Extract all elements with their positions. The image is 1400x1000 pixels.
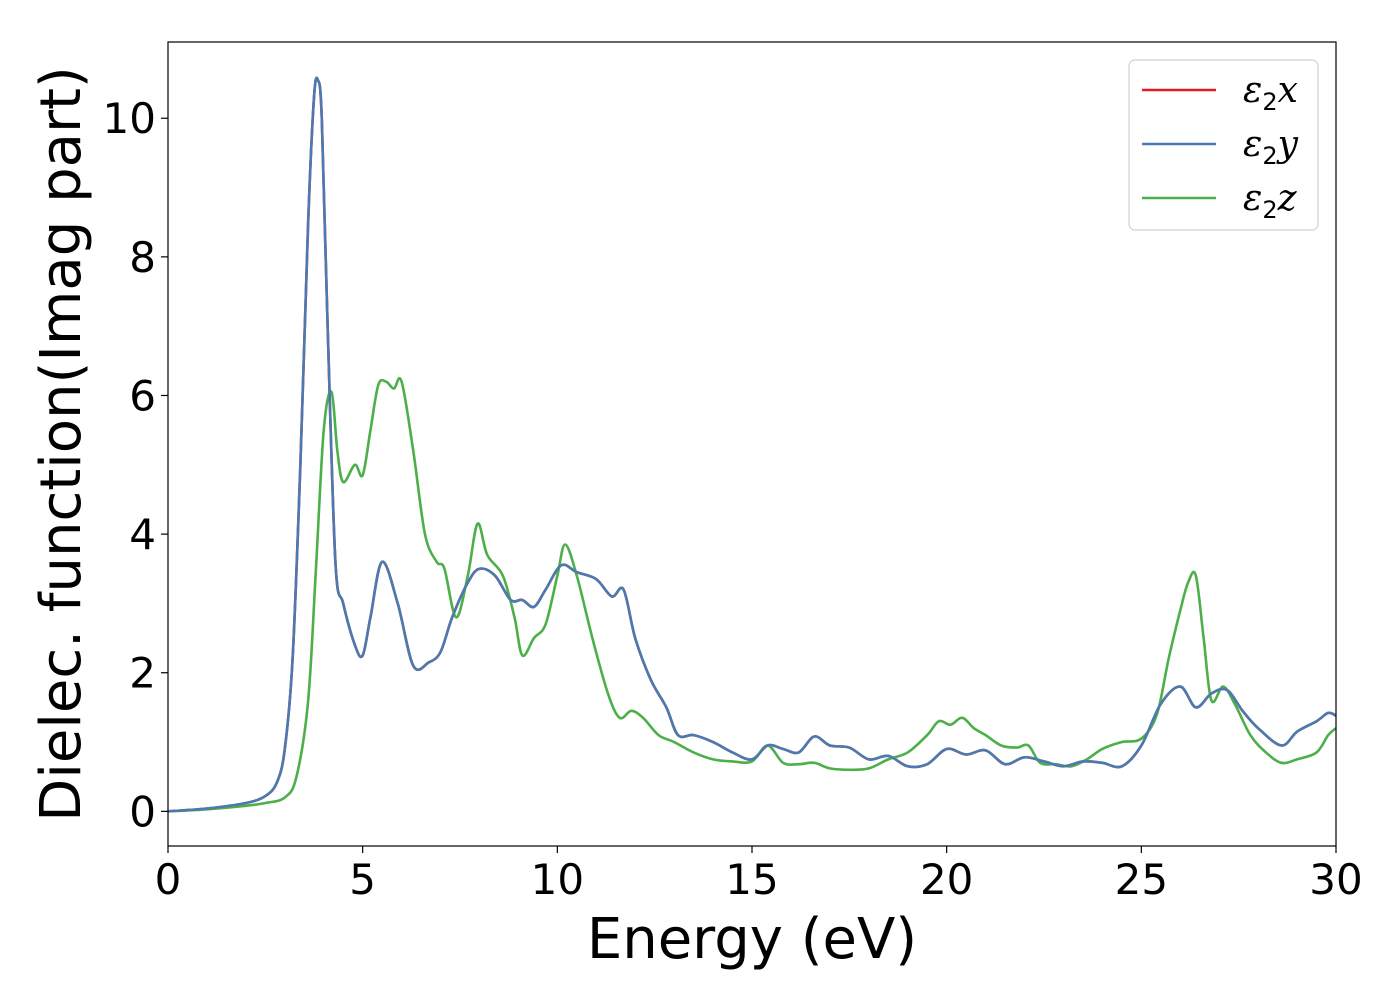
y-axis-label: Dielec. function(Imag part)	[29, 66, 94, 822]
y-tick-label: 10	[103, 94, 156, 143]
y-tick-label: 8	[129, 233, 156, 282]
x-axis-label: Energy (eV)	[587, 907, 917, 972]
y-axis-ticks: 0 2 4 6 8 10	[103, 94, 168, 836]
legend: ε2x ε2y ε2z	[1128, 59, 1319, 231]
x-tick-label: 10	[531, 855, 584, 904]
y-tick-label: 6	[129, 371, 156, 420]
series-layer	[168, 76, 1336, 813]
x-tick-label: 25	[1115, 855, 1168, 904]
x-tick-label: 5	[349, 855, 376, 904]
legend-box	[1128, 59, 1319, 231]
x-tick-label: 20	[920, 855, 973, 904]
x-tick-label: 0	[155, 855, 182, 904]
legend-label-e2z: ε2z	[1243, 178, 1298, 224]
series-line-e2z	[168, 377, 1336, 813]
x-tick-label: 30	[1309, 855, 1362, 904]
legend-label-e2y: ε2y	[1243, 124, 1299, 170]
x-tick-label: 15	[725, 855, 778, 904]
series-line-e2y	[168, 76, 1336, 813]
legend-label-e2x: ε2x	[1243, 70, 1298, 116]
y-tick-label: 2	[129, 649, 156, 698]
y-tick-label: 0	[129, 787, 156, 836]
x-axis-ticks: 0 5 10 15 20 25 30	[155, 846, 1363, 904]
y-tick-label: 4	[129, 510, 156, 559]
